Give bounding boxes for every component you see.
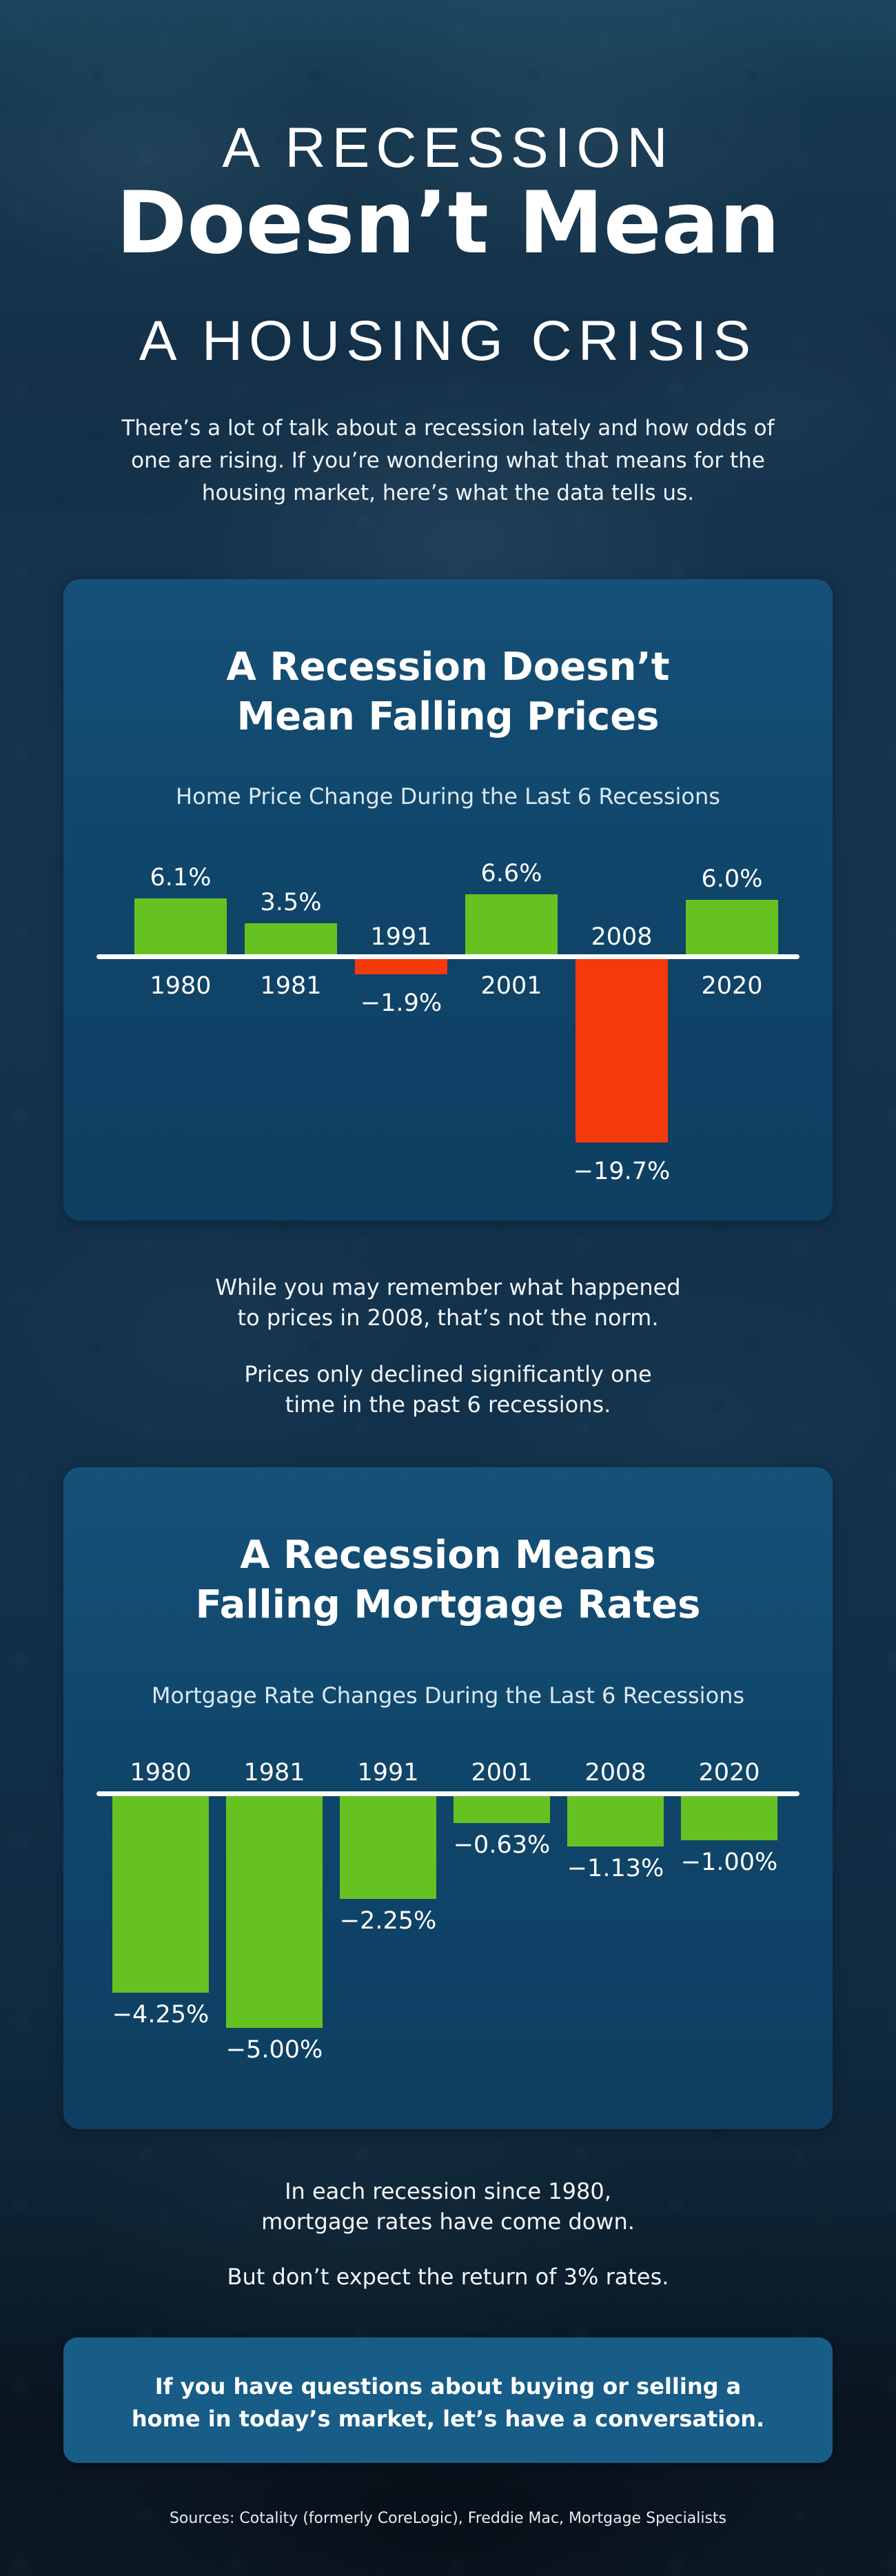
bar-value-label-2008: −19.7% [573, 1158, 671, 1185]
bar-1980 [112, 1793, 209, 1993]
bar-value-label-2020: 6.0% [701, 865, 763, 893]
bar-year-label-2020: 2020 [698, 1759, 760, 1787]
bar-year-label-1991: 1991 [370, 923, 432, 951]
bar-value-label-2001: −0.63% [453, 1831, 551, 1859]
bar-2001 [465, 894, 558, 956]
bar-1980 [134, 898, 227, 956]
bar-year-label-2008: 2008 [584, 1759, 646, 1787]
bar-value-label-1981: 3.5% [260, 889, 322, 916]
bottom-note-para-2: But don’t expect the return of 3% rates. [227, 2264, 669, 2290]
cta-banner: If you have questions about buying or se… [63, 2337, 833, 2463]
header-title-line-2: Doesn’t Mean [116, 174, 780, 273]
mortgage-rates-card: A Recession Means Falling Mortgage Rates… [63, 1467, 833, 2129]
bar-1981 [226, 1793, 323, 2028]
bar-value-label-2008: −1.13% [567, 1855, 664, 1882]
mortgage-rates-chart: −4.25% 1980 −5.00% 1981 −2.25% 1991 −0.63% 2001… [63, 1751, 833, 2110]
bar-year-label-1980: 1980 [130, 1759, 192, 1787]
chart-axis [96, 1791, 800, 1796]
header-title-line-1: A RECESSION [222, 117, 674, 179]
intro-text: There’s a lot of talk about a recession … [121, 416, 775, 505]
bar-value-label-2001: 6.6% [480, 860, 542, 887]
mid-note-para-2: Prices only declined significantly one t… [244, 1361, 652, 1418]
cta-text: If you have questions about buying or se… [131, 2373, 765, 2432]
bar-year-label-2001: 2001 [480, 972, 542, 1000]
bar-year-label-2001: 2001 [471, 1759, 533, 1787]
home-price-card-title: A Recession Doesn’t Mean Falling Prices [226, 645, 670, 739]
bar-1991 [340, 1793, 436, 1899]
bar-year-label-1991: 1991 [357, 1759, 419, 1787]
bar-year-label-1981: 1981 [260, 972, 322, 1000]
bar-year-label-2020: 2020 [701, 972, 763, 1000]
mortgage-rates-card-subtitle: Mortgage Rate Changes During the Last 6 … [151, 1682, 745, 1709]
home-price-card-subtitle: Home Price Change During the Last 6 Rece… [176, 783, 720, 809]
bar-2020 [681, 1793, 777, 1840]
bar-2008 [567, 1793, 664, 1847]
bar-1981 [245, 923, 337, 956]
bar-2020 [686, 900, 778, 956]
bar-year-label-2008: 2008 [591, 923, 653, 951]
header-title-line-3: A HOUSING CRISIS [139, 310, 757, 372]
bar-2008 [576, 956, 668, 1143]
mid-note-para-1: While you may remember what happened to … [215, 1274, 681, 1331]
bar-value-label-1991: −2.25% [339, 1907, 437, 1935]
bar-value-label-2020: −1.00% [680, 1849, 778, 1876]
bottom-note-para-1: In each recession since 1980, mortgage r… [261, 2178, 635, 2235]
bar-year-label-1981: 1981 [243, 1759, 305, 1787]
bar-2001 [454, 1793, 550, 1823]
chart-axis [96, 954, 800, 959]
bar-value-label-1980: −4.25% [112, 2001, 210, 2029]
bar-value-label-1980: 6.1% [150, 864, 212, 892]
home-price-chart: 6.1% 1980 3.5% 1981 −1.9% 1991 6.6% 2001 −19.7% 2… [63, 855, 833, 1186]
bar-value-label-1981: −5.00% [225, 2036, 323, 2064]
bar-1991 [355, 956, 447, 974]
bar-year-label-1980: 1980 [150, 972, 212, 1000]
mortgage-rates-card-title: A Recession Means Falling Mortgage Rates [195, 1533, 701, 1627]
bar-value-label-1991: −1.9% [360, 989, 442, 1017]
sources-text: Sources: Cotality (formerly CoreLogic), … [169, 2510, 727, 2527]
home-price-card: A Recession Doesn’t Mean Falling Prices … [63, 579, 833, 1220]
